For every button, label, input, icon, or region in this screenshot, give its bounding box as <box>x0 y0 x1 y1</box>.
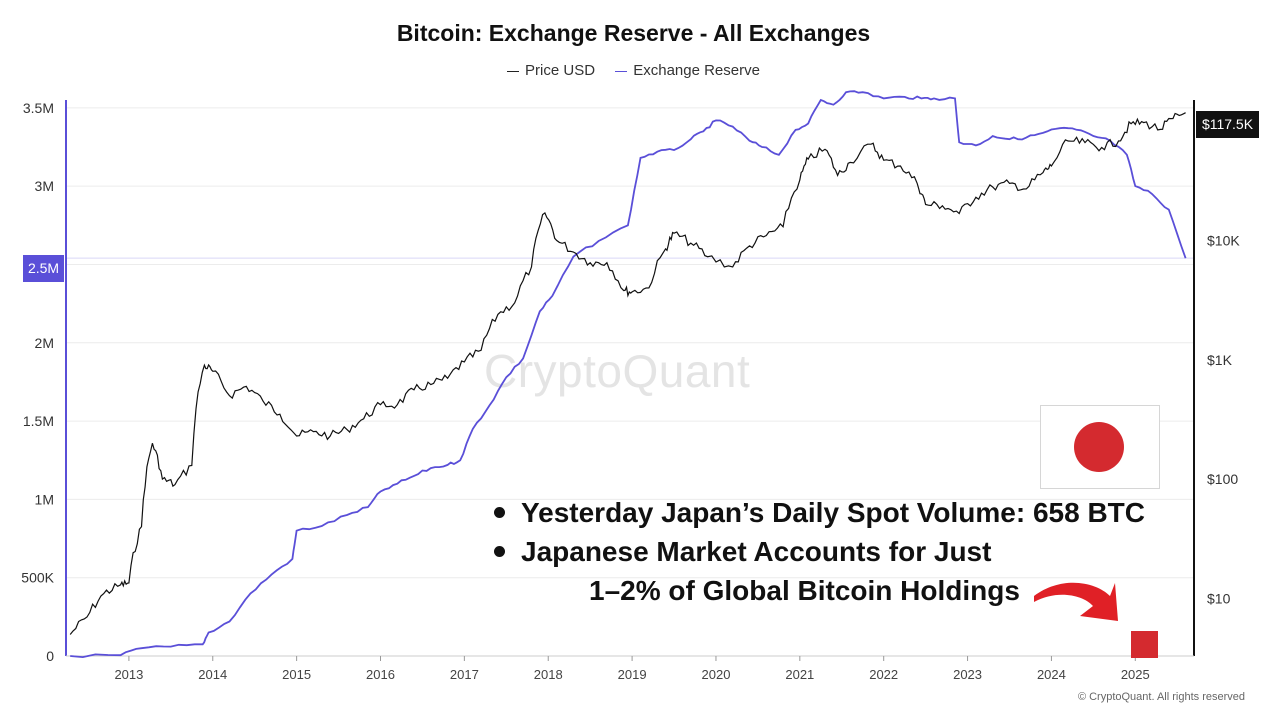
x-tick-label: 2017 <box>450 667 479 682</box>
red-arrow-icon <box>1034 582 1118 621</box>
annotation-line-2: Japanese Market Accounts for Just <box>494 536 991 568</box>
left-tick-label: 0 <box>46 648 54 664</box>
legend-label-reserve: Exchange Reserve <box>633 62 760 79</box>
watermark: CryptoQuant <box>484 345 751 397</box>
x-tick-label: 2014 <box>198 667 227 682</box>
x-tick-label: 2022 <box>869 667 898 682</box>
left-tick-label: 3.5M <box>23 100 54 116</box>
annotation-line-1: Yesterday Japan’s Daily Spot Volume: 658… <box>494 497 1145 529</box>
annotation-text-2: Japanese Market Accounts for Just <box>521 536 992 567</box>
x-tick-label: 2024 <box>1037 667 1066 682</box>
series-line-price-usd[interactable] <box>69 112 1186 635</box>
right-tick-label: $10 <box>1207 591 1231 607</box>
x-tick-label: 2025 <box>1121 667 1150 682</box>
legend-item-reserve[interactable]: Exchange Reserve <box>615 62 760 79</box>
x-tick-label: 2013 <box>114 667 143 682</box>
x-tick-label: 2018 <box>534 667 563 682</box>
legend: Price USD Exchange Reserve <box>0 62 1267 79</box>
legend-label-price: Price USD <box>525 62 596 79</box>
annotation-line-3: 1–2% of Global Bitcoin Holdings <box>589 575 1020 607</box>
left-tick-label: 1.5M <box>23 413 54 429</box>
legend-item-price[interactable]: Price USD <box>507 62 595 79</box>
bullet-dot-icon <box>494 546 505 558</box>
x-tick-label: 2019 <box>618 667 647 682</box>
current-reserve-badge: 2.5M <box>23 255 64 282</box>
x-tick-label: 2023 <box>953 667 982 682</box>
x-axis-ticks: 2013 2014 2015 2016 2017 2018 2019 2020 2021 2022… <box>114 656 1150 682</box>
chart-title: Bitcoin: Exchange Reserve - All Exchange… <box>396 20 871 46</box>
left-tick-label: 3M <box>35 178 54 194</box>
red-marker-square <box>1131 631 1158 658</box>
right-axis-ticks: $10 $100 $1K $10K <box>1207 232 1240 606</box>
right-tick-label: $100 <box>1207 471 1238 487</box>
annotation-text-3: 1–2% of Global Bitcoin Holdings <box>589 575 1020 606</box>
annotation-text-1: Yesterday Japan’s Daily Spot Volume: 658… <box>521 497 1145 528</box>
legend-swatch-price <box>507 70 520 72</box>
left-tick-label: 1M <box>35 491 54 507</box>
series-line-exchange-reserve[interactable] <box>70 90 1187 659</box>
x-tick-label: 2016 <box>366 667 395 682</box>
left-tick-label: 500K <box>21 570 54 586</box>
x-tick-label: 2021 <box>785 667 814 682</box>
right-tick-label: $1K <box>1207 352 1233 368</box>
bullet-dot-icon <box>494 507 505 519</box>
copyright-text: © CryptoQuant. All rights reserved <box>1077 691 1245 703</box>
japan-flag-disc <box>1074 422 1124 472</box>
x-tick-label: 2020 <box>702 667 731 682</box>
japan-flag-icon <box>1040 405 1160 489</box>
x-tick-label: 2015 <box>282 667 311 682</box>
current-price-badge: $117.5K <box>1196 111 1259 138</box>
legend-swatch-reserve <box>615 70 628 72</box>
left-tick-label: 2M <box>35 335 54 351</box>
right-tick-label: $10K <box>1207 232 1240 248</box>
grid-lines <box>66 107 1194 579</box>
